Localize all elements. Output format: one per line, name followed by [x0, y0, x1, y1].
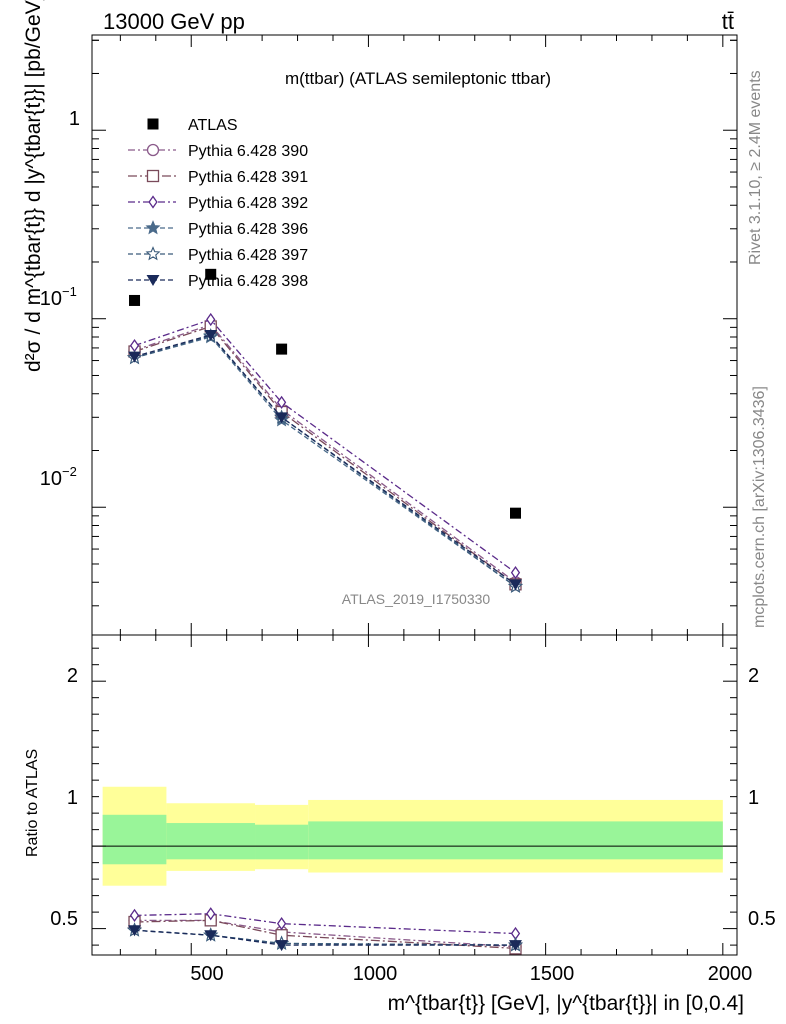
legend-label-6: Pythia 6.428 398 [188, 273, 308, 290]
xtick-label-500: 500 [190, 963, 223, 985]
series-line-5 [134, 335, 516, 587]
xtick-label-1000: 1000 [353, 963, 398, 985]
series-line-1 [134, 323, 516, 583]
ytick-label-0.01: 10 [40, 468, 62, 490]
ytick-label-1: 1 [69, 108, 80, 130]
series-line-3 [134, 318, 516, 574]
ratio-tick-label-1-left: 1 [67, 787, 78, 809]
series-point [510, 565, 521, 580]
ratio-tick-label-0.5-right: 0.5 [748, 908, 776, 930]
watermark: ATLAS_2019_I1750330 [342, 591, 491, 607]
uncertainty-bands [92, 786, 737, 886]
ratio-line-6 [134, 929, 516, 946]
ratio-tick-label-2-right: 2 [748, 665, 759, 687]
ratio-point [509, 940, 522, 952]
legend-marker-3 [148, 195, 158, 209]
legend-label-atlas: ATLAS [188, 117, 238, 134]
series-point [204, 330, 218, 342]
plot-title: m(ttbar) (ATLAS semileptonic ttbar) [285, 69, 551, 88]
legend-marker-atlas [147, 118, 159, 130]
series-point [509, 579, 522, 591]
ratio-line-2 [134, 919, 516, 950]
ratio-tick-label-1-right: 1 [748, 787, 759, 809]
bottom-ylabel: Ratio to ATLAS [24, 749, 41, 857]
band-inner-3 [255, 824, 309, 860]
legend-marker-2 [146, 169, 160, 183]
mcplots-label: mcplots.cern.ch [arXiv:1306.3436] [751, 386, 768, 628]
ratio-point [204, 930, 218, 942]
legend-label-4: Pythia 6.428 396 [188, 221, 308, 238]
ratio-tick-label-2-left: 2 [67, 665, 78, 687]
ytick-label-0.1: 10 [40, 288, 62, 310]
atlas-data-point [205, 268, 217, 280]
series-line-2 [134, 325, 516, 585]
legend-marker-1 [146, 143, 160, 157]
bottom-frame [91, 634, 738, 956]
band-inner-4 [308, 821, 723, 860]
series-point [275, 412, 289, 424]
series-line-4 [134, 336, 516, 587]
bottom-panel: Ratio to ATLAS 2 1 0.5 2 1 0.5 [24, 634, 776, 956]
ratio-line-3 [134, 913, 516, 935]
top-ticks [92, 35, 737, 635]
ytick-exp-0.1: −1 [62, 284, 77, 299]
xaxis-label: m^{tbar{t}} [GeV], |y^{tbar{t}}| in [0,0… [388, 992, 744, 1015]
ratio-point [128, 925, 141, 937]
top-ylabel: d²σ / d m^{tbar{t}} d |y^{tbar{t}}| [pb/… [22, 0, 45, 372]
xtick-label-1500: 1500 [530, 963, 575, 985]
bottom-series [126, 907, 524, 955]
ratio-point [275, 940, 289, 952]
legend-label-2: Pythia 6.428 391 [188, 169, 308, 186]
band-inner-1 [102, 814, 167, 865]
ratio-point [206, 907, 216, 921]
xtick-label-2000: 2000 [708, 963, 753, 985]
header-right: tt̄ [722, 9, 734, 34]
top-data-points [129, 268, 522, 519]
legend: ATLAS Pythia 6.428 390 Pythia 6.428 391 Pyt… [128, 117, 308, 290]
ytick-exp-0.01: −2 [62, 464, 77, 479]
legend-marker-5 [145, 246, 161, 261]
series-point [128, 351, 141, 363]
header-left: 13000 GeV pp [103, 9, 245, 34]
atlas-data-point [276, 343, 288, 355]
ratio-point [129, 908, 140, 923]
series-point [206, 312, 216, 327]
legend-label-1: Pythia 6.428 390 [188, 143, 308, 160]
legend-label-3: Pythia 6.428 392 [188, 195, 308, 212]
legend-label-5: Pythia 6.428 397 [188, 247, 308, 264]
legend-marker-6 [146, 275, 160, 287]
atlas-data-point [129, 294, 141, 306]
atlas-data-point [510, 507, 522, 519]
top-panel: m(ttbar) (ATLAS semileptonic ttbar) ATLA… [22, 0, 738, 636]
ratio-tick-label-0.5-left: 0.5 [50, 908, 78, 930]
legend-marker-4 [145, 220, 161, 235]
top-series [126, 312, 524, 593]
band-inner-2 [166, 823, 256, 860]
ratio-line-1 [134, 919, 516, 948]
bottom-ticks [92, 635, 737, 955]
ratio-line-5 [134, 929, 516, 946]
rivet-label: Rivet 3.1.10, ≥ 2.4M events [747, 70, 764, 265]
series-line-6 [134, 334, 516, 585]
series-point [276, 395, 287, 410]
ratio-point [276, 917, 287, 931]
